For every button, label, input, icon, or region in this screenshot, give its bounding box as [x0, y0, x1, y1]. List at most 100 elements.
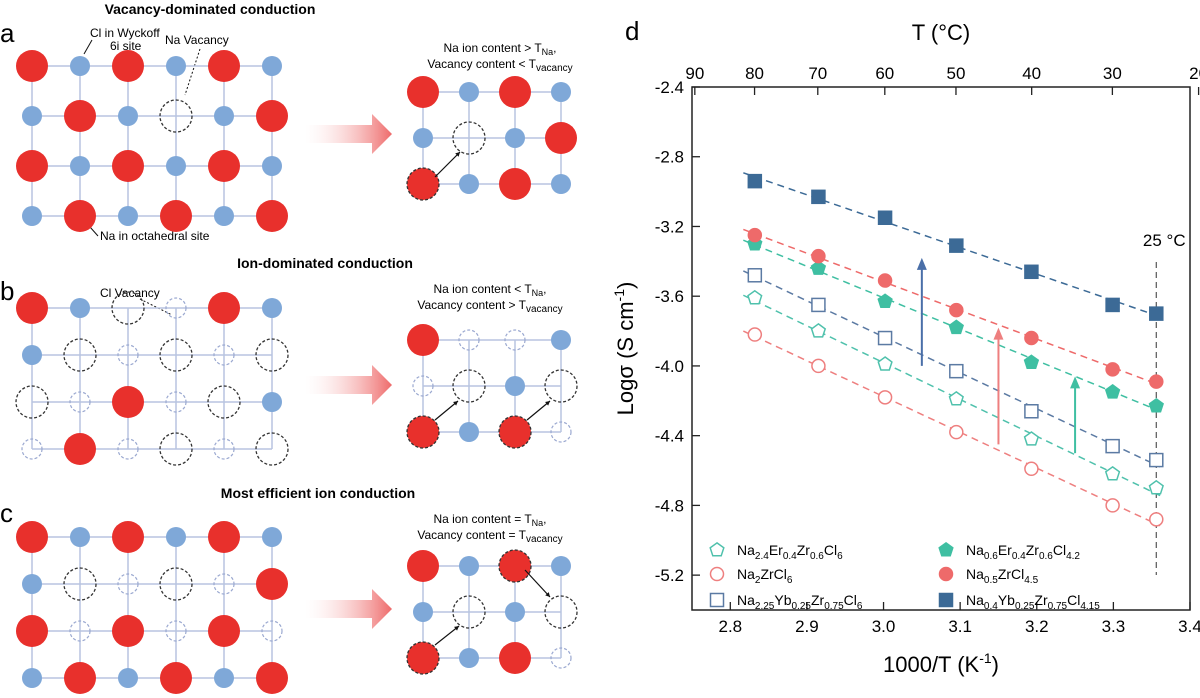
legend-label: Na2.4Er0.4Zr0.6Cl6: [737, 542, 843, 562]
lattice-b-left: [15, 291, 289, 466]
top-tick-label: 80: [745, 64, 764, 83]
data-point: [747, 289, 763, 305]
data-point: [747, 327, 763, 342]
data-point: [810, 260, 827, 275]
top-tick-label: 90: [685, 64, 704, 83]
legend-label: Na0.5ZrCl4.5: [966, 566, 1039, 586]
na-vacancy: [255, 432, 289, 466]
hop-arrow: [526, 400, 551, 421]
legend-marker: [709, 592, 725, 608]
data-point: [949, 424, 964, 440]
cl-vacancy: [165, 620, 187, 642]
data-point: [810, 322, 827, 338]
cl-vacancy: [117, 573, 139, 595]
data-point: [1023, 431, 1040, 446]
top-tick-label: 20: [1189, 64, 1200, 83]
lattice-a-right: [406, 76, 577, 201]
na-ion: [256, 200, 288, 232]
na-ion: [208, 292, 240, 324]
na-vacancy: [111, 291, 145, 325]
panel-c-condition: Na ion content = TNa, Vacancy content = …: [417, 512, 562, 545]
hop-arrow: [434, 625, 460, 646]
cl-vacancy: [412, 375, 434, 397]
na-ion-hopping: [498, 549, 532, 583]
na-vacancy: [159, 99, 193, 133]
cl-vacancy: [165, 297, 187, 319]
cl-ion: [262, 392, 282, 412]
series-1: [743, 327, 1164, 527]
lattice-a-left: [16, 50, 288, 232]
lattice-b-right: [406, 324, 578, 449]
cl-ion: [551, 82, 571, 102]
data-point: [1149, 452, 1164, 468]
annotation-cl-vacancy: Cl Vacancy: [100, 286, 160, 300]
data-point: [1149, 512, 1164, 527]
cl-ion: [118, 668, 138, 688]
top-tick-label: 50: [947, 64, 966, 83]
data-point: [1149, 306, 1164, 321]
x-tick-label: 3.4: [1178, 617, 1200, 636]
cl-vacancy: [261, 620, 283, 642]
svg-text:Vacancy content < Tvacancy: Vacancy content < Tvacancy: [427, 57, 572, 74]
na-vacancy: [63, 567, 97, 601]
legend-marker: [938, 541, 954, 557]
data-point: [949, 238, 964, 253]
legend-label: Na2.25Yb0.25Zr0.75Cl6: [737, 592, 863, 612]
na-ion: [64, 433, 96, 465]
legend-entry: Na2.25Yb0.25Zr0.75Cl6: [709, 592, 863, 612]
svg-text:Na ion content > TNa,: Na ion content > TNa,: [443, 41, 556, 57]
data-point: [877, 356, 893, 371]
cl-ion: [166, 156, 186, 176]
series-2: [743, 268, 1164, 468]
data-point: [1105, 362, 1120, 377]
cl-vacancy: [458, 329, 480, 351]
transition-arrow-c: [305, 589, 392, 629]
na-ion: [112, 386, 144, 418]
svg-text:Vacancy content = Tvacancy: Vacancy content = Tvacancy: [417, 528, 562, 545]
data-point: [1105, 498, 1120, 513]
x-tick-label: 3.3: [1102, 617, 1126, 636]
cl-ion: [22, 574, 42, 594]
data-point: [1024, 404, 1039, 419]
na-ion: [499, 168, 531, 200]
na-ion: [256, 662, 288, 694]
transition-arrow-b: [305, 365, 392, 405]
legend-entry: Na0.6Er0.4Zr0.6Cl4.2: [938, 541, 1080, 562]
data-point: [877, 390, 893, 405]
data-point: [1104, 383, 1121, 399]
annotation-6i-site: 6i site: [110, 39, 142, 53]
na-ion-hopping: [406, 167, 440, 201]
na-ion: [407, 324, 439, 356]
data-point: [811, 358, 826, 374]
na-ion: [499, 76, 531, 108]
panel-a-title: Vacancy-dominated conduction: [105, 1, 316, 17]
panel-b-condition: Na ion content < TNa, Vacancy content > …: [417, 282, 562, 315]
x-axis-label: 1000/T (K-1): [883, 650, 999, 677]
cl-vacancy: [117, 438, 139, 460]
legend-marker: [938, 592, 954, 608]
top-tick-label: 70: [808, 64, 827, 83]
legend-entry: Na0.4Yb0.25Zr0.75Cl4.15: [938, 592, 1100, 612]
cl-vacancy: [213, 438, 235, 460]
data-point: [811, 297, 826, 313]
na-ion: [208, 521, 240, 553]
cl-vacancy: [69, 391, 91, 413]
cl-ion: [551, 556, 571, 576]
legend-entry: Na2.4Er0.4Zr0.6Cl6: [709, 541, 843, 562]
y-tick-label: -3.2: [655, 217, 684, 236]
data-point: [1105, 297, 1120, 313]
na-ion: [256, 100, 288, 132]
top-tick-label: 40: [1022, 64, 1041, 83]
hop-arrow: [434, 151, 461, 178]
data-point: [877, 210, 893, 225]
na-ion-hopping: [406, 415, 440, 449]
cl-ion: [118, 206, 138, 226]
data-point: [1148, 397, 1164, 413]
na-vacancy: [207, 385, 241, 419]
conductivity-chart: 2.8 2.9 3.0 3.1 3.2 3.3 3.4 -2.4 -2.8 -3.2 -3.6 -4.…: [611, 20, 1200, 677]
cl-ion: [22, 668, 42, 688]
na-vacancy: [63, 338, 97, 372]
na-vacancy: [255, 338, 289, 372]
y-tick-label: -4.8: [655, 496, 684, 515]
svg-text:Vacancy content > Tvacancy: Vacancy content > Tvacancy: [417, 298, 562, 315]
